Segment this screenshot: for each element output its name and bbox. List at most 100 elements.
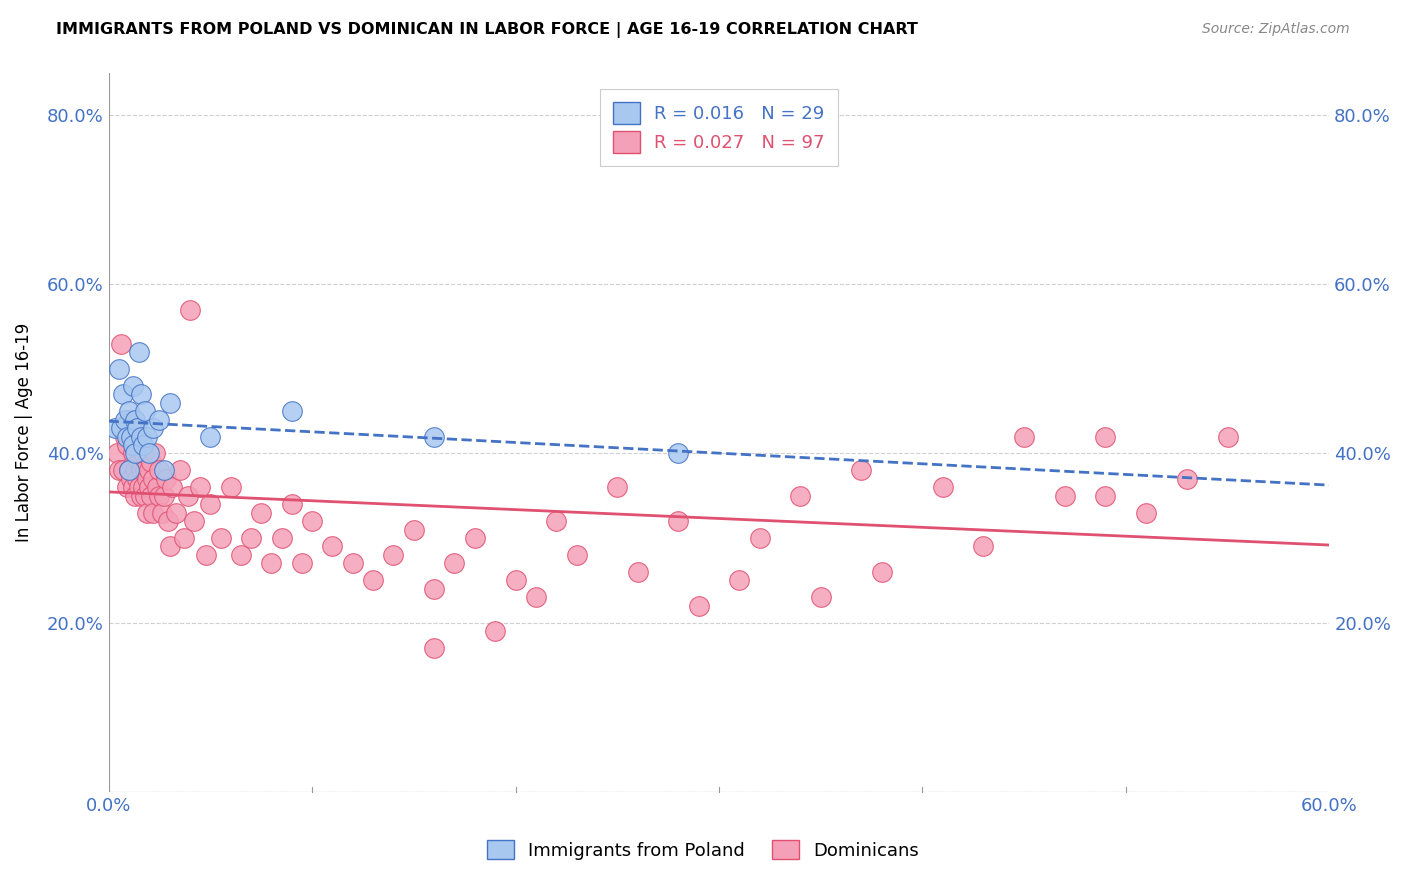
Point: [134, 404, 156, 418]
Point: [104, 421, 127, 435]
Point: [148, 412, 170, 426]
Legend: Immigrants from Poland, Dominicans: Immigrants from Poland, Dominicans: [479, 833, 927, 867]
Point: [148, 489, 170, 503]
Point: [169, 463, 191, 477]
Point: [810, 591, 832, 605]
Point: [200, 497, 222, 511]
Text: Source: ZipAtlas.com: Source: ZipAtlas.com: [1202, 22, 1350, 37]
Point: [688, 599, 710, 613]
Point: [150, 506, 173, 520]
Point: [240, 531, 263, 545]
Point: [128, 345, 150, 359]
Point: [188, 480, 211, 494]
Point: [177, 489, 200, 503]
Point: [122, 480, 145, 494]
Point: [136, 429, 159, 443]
Point: [134, 489, 156, 503]
Point: [291, 557, 314, 571]
Point: [179, 302, 201, 317]
Point: [1094, 489, 1116, 503]
Point: [195, 548, 218, 562]
Point: [124, 412, 146, 426]
Point: [115, 438, 138, 452]
Point: [165, 506, 187, 520]
Point: [110, 336, 132, 351]
Point: [146, 480, 169, 494]
Point: [1053, 489, 1076, 503]
Point: [110, 421, 132, 435]
Point: [129, 387, 152, 401]
Point: [132, 446, 155, 460]
Point: [141, 455, 163, 469]
Point: [120, 429, 142, 443]
Point: [122, 446, 145, 460]
Point: [122, 438, 145, 452]
Point: [136, 506, 159, 520]
Point: [280, 404, 302, 418]
Point: [122, 379, 145, 393]
Point: [129, 463, 152, 477]
Point: [382, 548, 405, 562]
Point: [321, 540, 343, 554]
Point: [443, 557, 465, 571]
Point: [124, 446, 146, 460]
Point: [142, 472, 165, 486]
Point: [1094, 429, 1116, 443]
Point: [932, 480, 955, 494]
Point: [728, 574, 751, 588]
Point: [209, 531, 232, 545]
Point: [524, 591, 547, 605]
Point: [423, 429, 446, 443]
Point: [105, 446, 128, 460]
Point: [423, 640, 446, 655]
Point: [132, 438, 155, 452]
Point: [115, 429, 138, 443]
Point: [118, 463, 141, 477]
Point: [250, 506, 273, 520]
Point: [114, 412, 136, 426]
Point: [851, 463, 873, 477]
Text: IMMIGRANTS FROM POLAND VS DOMINICAN IN LABOR FORCE | AGE 16-19 CORRELATION CHART: IMMIGRANTS FROM POLAND VS DOMINICAN IN L…: [56, 22, 918, 38]
Point: [127, 438, 149, 452]
Point: [138, 446, 160, 460]
Point: [148, 463, 170, 477]
Point: [870, 565, 893, 579]
Point: [402, 523, 425, 537]
Point: [129, 429, 152, 443]
Point: [134, 463, 156, 477]
Y-axis label: In Labor Force | Age 16-19: In Labor Force | Age 16-19: [15, 323, 32, 542]
Point: [219, 480, 242, 494]
Point: [183, 514, 205, 528]
Point: [136, 472, 159, 486]
Legend: R = 0.016   N = 29, R = 0.027   N = 97: R = 0.016 N = 29, R = 0.027 N = 97: [600, 89, 838, 166]
Point: [118, 404, 141, 418]
Point: [1175, 472, 1198, 486]
Point: [1216, 429, 1239, 443]
Point: [280, 497, 302, 511]
Point: [361, 574, 384, 588]
Point: [229, 548, 252, 562]
Point: [129, 429, 152, 443]
Point: [464, 531, 486, 545]
Point: [606, 480, 628, 494]
Point: [1012, 429, 1035, 443]
Point: [124, 421, 146, 435]
Point: [666, 446, 689, 460]
Point: [138, 480, 160, 494]
Point: [118, 412, 141, 426]
Point: [160, 480, 183, 494]
Point: [155, 472, 177, 486]
Point: [128, 480, 150, 494]
Point: [115, 480, 138, 494]
Point: [666, 514, 689, 528]
Point: [142, 421, 165, 435]
Point: [111, 387, 134, 401]
Point: [152, 463, 174, 477]
Point: [626, 565, 648, 579]
Point: [127, 421, 149, 435]
Point: [748, 531, 770, 545]
Point: [1135, 506, 1157, 520]
Point: [260, 557, 283, 571]
Point: [159, 396, 181, 410]
Point: [111, 463, 134, 477]
